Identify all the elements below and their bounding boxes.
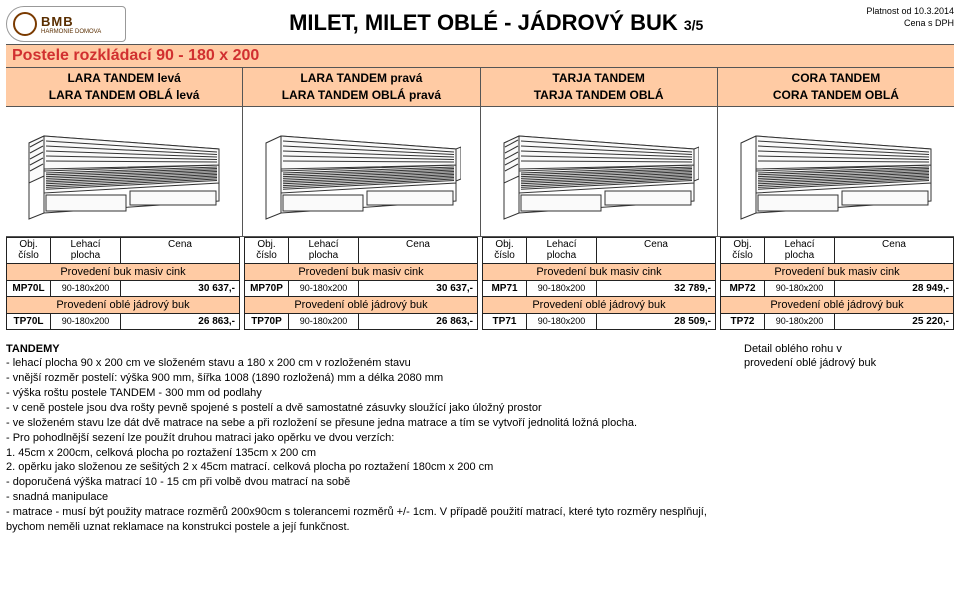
- price-row: TP7290-180x20025 220,-: [721, 314, 953, 329]
- table-header: Obj.čísloLehacíplochaCena: [483, 238, 715, 264]
- note-line: - ve složeném stavu lze dát dvě matrace …: [6, 416, 728, 431]
- logo-mark: [13, 12, 37, 36]
- note-line: - doporučená výška matrací 10 - 15 cm př…: [6, 475, 728, 490]
- brand-logo: BMB HARMONIE DOMOVA: [6, 6, 126, 42]
- note-line: - snadná manipulace: [6, 490, 728, 505]
- note-line: - Pro pohodlnější sezení lze použít druh…: [6, 431, 728, 446]
- variant-row: Provedení buk masiv cink: [721, 264, 953, 281]
- product-image: [6, 107, 243, 236]
- note-line: - výška roštu postele TANDEM - 300 mm od…: [6, 386, 728, 401]
- model-column: LARA TANDEM leváLARA TANDEM OBLÁ levá: [6, 68, 243, 106]
- table-header: Obj.čísloLehacíplochaCena: [7, 238, 239, 264]
- note-line: 1. 45cm x 200cm, celková plocha po rozta…: [6, 446, 728, 461]
- price-column: Obj.čísloLehacíplochaCenaProvedení buk m…: [720, 237, 954, 330]
- price-row: MP7190-180x20032 789,-: [483, 281, 715, 297]
- table-header: Obj.čísloLehacíplochaCena: [721, 238, 953, 264]
- note-line: - vnější rozměr postelí: výška 900 mm, š…: [6, 371, 728, 386]
- variant-row: Provedení oblé jádrový buk: [7, 297, 239, 314]
- price-column: Obj.čísloLehacíplochaCenaProvedení buk m…: [244, 237, 478, 330]
- section-title: Postele rozkládací 90 - 180 x 200: [6, 45, 954, 68]
- page-title: MILET, MILET OBLÉ - JÁDROVÝ BUK 3/5: [126, 6, 866, 36]
- variant-row: Provedení oblé jádrový buk: [483, 297, 715, 314]
- product-image: [718, 107, 954, 236]
- variant-row: Provedení buk masiv cink: [7, 264, 239, 281]
- note-line: - v ceně postele jsou dva rošty pevně sp…: [6, 401, 728, 416]
- validity-box: Platnost od 10.3.2014 Cena s DPH: [866, 6, 954, 29]
- page-fraction: 3/5: [684, 17, 703, 33]
- product-image: [243, 107, 480, 236]
- price-row: TP70P90-180x20026 863,-: [245, 314, 477, 329]
- note-line: - matrace - musí být použity matrace roz…: [6, 505, 728, 535]
- pricing-tables: Obj.čísloLehacíplochaCenaProvedení buk m…: [6, 237, 954, 330]
- price-row: MP70P90-180x20030 637,-: [245, 281, 477, 297]
- notes-block: TANDEMY - lehací plocha 90 x 200 cm ve s…: [6, 342, 728, 535]
- price-column: Obj.čísloLehacíplochaCenaProvedení buk m…: [6, 237, 240, 330]
- product-image-row: [6, 107, 954, 237]
- model-column: CORA TANDEMCORA TANDEM OBLÁ: [718, 68, 954, 106]
- price-column: Obj.čísloLehacíplochaCenaProvedení buk m…: [482, 237, 716, 330]
- variant-row: Provedení buk masiv cink: [483, 264, 715, 281]
- price-row: TP70L90-180x20026 863,-: [7, 314, 239, 329]
- product-image: [481, 107, 718, 236]
- variant-row: Provedení buk masiv cink: [245, 264, 477, 281]
- variant-row: Provedení oblé jádrový buk: [721, 297, 953, 314]
- price-row: TP7190-180x20028 509,-: [483, 314, 715, 329]
- table-header: Obj.čísloLehacíplochaCena: [245, 238, 477, 264]
- note-line: 2. opěrku jako složenou ze sešitých 2 x …: [6, 460, 728, 475]
- price-row: MP7290-180x20028 949,-: [721, 281, 953, 297]
- model-column: LARA TANDEM praváLARA TANDEM OBLÁ pravá: [243, 68, 480, 106]
- logo-tagline: HARMONIE DOMOVA: [41, 29, 101, 35]
- note-line: - lehací plocha 90 x 200 cm ve složeném …: [6, 356, 728, 371]
- corner-detail-box: Detail oblého rohu v provedení oblé jádr…: [744, 342, 954, 535]
- variant-row: Provedení oblé jádrový buk: [245, 297, 477, 314]
- logo-brand: BMB: [41, 14, 101, 29]
- model-band: Postele rozkládací 90 - 180 x 200 LARA T…: [6, 44, 954, 107]
- price-row: MP70L90-180x20030 637,-: [7, 281, 239, 297]
- notes-title: TANDEMY: [6, 342, 728, 357]
- model-column: TARJA TANDEMTARJA TANDEM OBLÁ: [481, 68, 718, 106]
